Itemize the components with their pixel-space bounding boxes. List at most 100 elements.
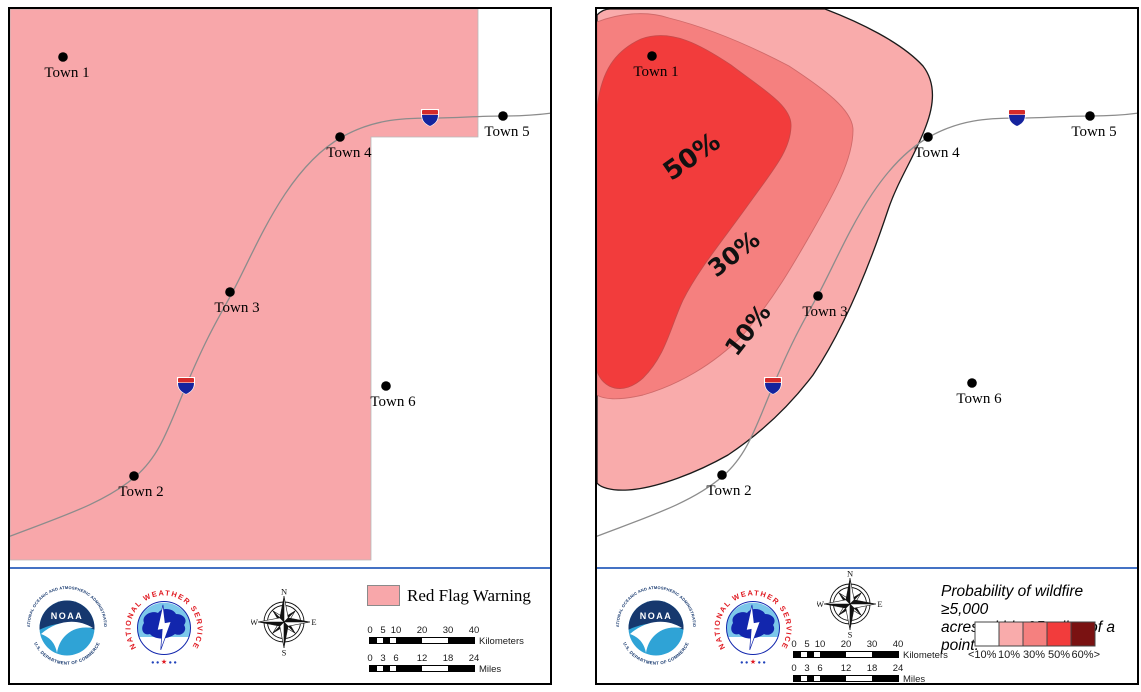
town-6-label: Town 6 <box>370 394 416 410</box>
town-1-label: Town 1 <box>44 65 90 81</box>
ramp-swatch-50 <box>1046 621 1072 647</box>
nws-logo: NATIONAL WEATHER SERVICE ● ● ★ ● ● <box>711 586 795 670</box>
mi-tick: 12 <box>840 663 852 674</box>
compass-south-label: S <box>282 648 287 658</box>
ramp-label-50: 50% <box>1048 649 1071 661</box>
wildfire-probability-map: Town 1 Town 2 Town 3 Town 4 Town 5 Town … <box>597 9 1137 567</box>
nws-dots-left: ● ● <box>740 660 748 666</box>
km-tick: 10 <box>390 625 402 636</box>
mi-tick: 12 <box>416 653 428 664</box>
interstate-shield-icon <box>764 377 782 395</box>
mi-scalebar-bar: Miles <box>369 664 501 675</box>
km-tick: 0 <box>367 625 373 636</box>
town-2-label: Town 2 <box>706 483 752 499</box>
kilometers-scalebar: 0 5 10 20 30 40 Kilometers <box>367 625 529 651</box>
right-map-legend: NATIONAL OCEANIC AND ATMOSPHERIC ADMINIS… <box>597 567 1137 685</box>
town-6-dot <box>967 378 977 388</box>
red-flag-warning-map: Town 1 Town 2 Town 3 Town 4 Town 5 Town … <box>10 9 550 567</box>
mi-tick: 24 <box>468 653 480 664</box>
town-5-dot <box>498 111 508 121</box>
svg-text:● ● ★ ● ●: ● ● ★ ● ● <box>151 658 177 666</box>
ramp-swatch-10 <box>998 621 1024 647</box>
ramp-label-30: 30% <box>1022 649 1046 661</box>
compass-north-label: N <box>281 588 287 597</box>
mi-unit-label: Miles <box>903 674 926 685</box>
km-tick: 20 <box>840 639 852 650</box>
nws-dots-right: ● ● <box>758 660 766 666</box>
town-2-dot <box>717 470 727 480</box>
probability-legend-title-line1: Probability of wildfire ≥5,000 <box>941 583 1084 618</box>
ramp-swatch-30 <box>1022 621 1048 647</box>
mi-scalebar-bar: Miles <box>793 674 925 685</box>
town-3-label: Town 3 <box>214 300 260 316</box>
probability-map-canvas <box>597 9 1137 537</box>
svg-text:● ● ★ ● ●: ● ● ★ ● ● <box>740 658 766 666</box>
red-flag-warning-map-panel: Town 1 Town 2 Town 3 Town 4 Town 5 Town … <box>8 7 552 685</box>
town-5-label: Town 5 <box>1071 124 1117 140</box>
town-3-dot <box>813 291 823 301</box>
town-6-dot <box>381 381 391 391</box>
mi-tick: 0 <box>367 653 373 664</box>
town-3-label: Town 3 <box>802 304 848 320</box>
km-tick: 40 <box>892 639 904 650</box>
town-4-label: Town 4 <box>914 145 960 161</box>
km-unit-label: Kilometers <box>479 636 524 647</box>
nws-logo: NATIONAL WEATHER SERVICE ● ● ★ ● ● <box>122 586 206 670</box>
ramp-label-60: 60%> <box>1071 649 1100 661</box>
town-5-label: Town 5 <box>484 124 530 140</box>
mi-tick: 6 <box>393 653 399 664</box>
town-3-dot <box>225 287 235 297</box>
mi-tick: 3 <box>804 663 810 674</box>
interstate-shield-icon <box>421 109 439 127</box>
km-tick: 10 <box>814 639 826 650</box>
town-5-dot <box>1085 111 1095 121</box>
town-2-dot <box>129 471 139 481</box>
compass-south-label: S <box>848 630 853 640</box>
red-flag-warning-area <box>10 9 479 561</box>
town-4-label: Town 4 <box>326 145 372 161</box>
town-1-label: Town 1 <box>633 64 679 80</box>
km-unit-label: Kilometers <box>903 650 948 661</box>
km-tick: 5 <box>804 639 810 650</box>
mi-tick: 3 <box>380 653 386 664</box>
mi-tick: 18 <box>442 653 454 664</box>
compass-west-label: W <box>251 617 258 627</box>
mi-unit-label: Miles <box>479 664 502 675</box>
km-tick: 30 <box>442 625 454 636</box>
mi-tick: 0 <box>791 663 797 674</box>
ramp-label-lt10: <10% <box>968 649 997 661</box>
nws-star: ★ <box>750 658 756 666</box>
mi-tick: 18 <box>866 663 878 674</box>
noaa-wordmark: NOAA <box>51 611 84 621</box>
km-tick: 20 <box>416 625 428 636</box>
compass-north-label: N <box>847 570 853 579</box>
town-4-dot <box>335 132 345 142</box>
compass-east-label: E <box>311 617 316 627</box>
km-tick: 30 <box>866 639 878 650</box>
compass-rose-icon: N E S W <box>251 588 317 658</box>
mi-tick: 24 <box>892 663 904 674</box>
red-flag-map-canvas <box>10 9 550 561</box>
km-tick: 5 <box>380 625 386 636</box>
miles-scalebar: 0 3 6 12 18 24 Miles <box>367 653 529 679</box>
probability-color-ramp <box>974 621 1096 647</box>
noaa-wordmark: NOAA <box>640 611 673 621</box>
ramp-swatch-60 <box>1070 621 1096 647</box>
compass-rose-icon: N E S W <box>817 570 883 640</box>
contour-50-percent <box>597 35 792 389</box>
town-1-dot <box>58 52 68 62</box>
town-6-label: Town 6 <box>956 391 1002 407</box>
noaa-logo: NATIONAL OCEANIC AND ATMOSPHERIC ADMINIS… <box>614 585 698 670</box>
nws-dots-right: ● ● <box>169 660 177 666</box>
probability-ramp-labels: <10% 10% 30% 50% 60%> <box>968 649 1100 661</box>
mi-tick: 6 <box>817 663 823 674</box>
compass-west-label: W <box>817 599 824 609</box>
nws-dots-left: ● ● <box>151 660 159 666</box>
red-flag-legend-label: Red Flag Warning <box>407 585 531 605</box>
town-1-dot <box>647 51 657 61</box>
km-scalebar-bar: Kilometers <box>793 650 948 661</box>
km-tick: 40 <box>468 625 480 636</box>
kilometers-scalebar: 0 5 10 20 30 40 Kilometers <box>791 639 953 665</box>
miles-scalebar: 0 3 6 12 18 24 Miles <box>791 663 953 689</box>
